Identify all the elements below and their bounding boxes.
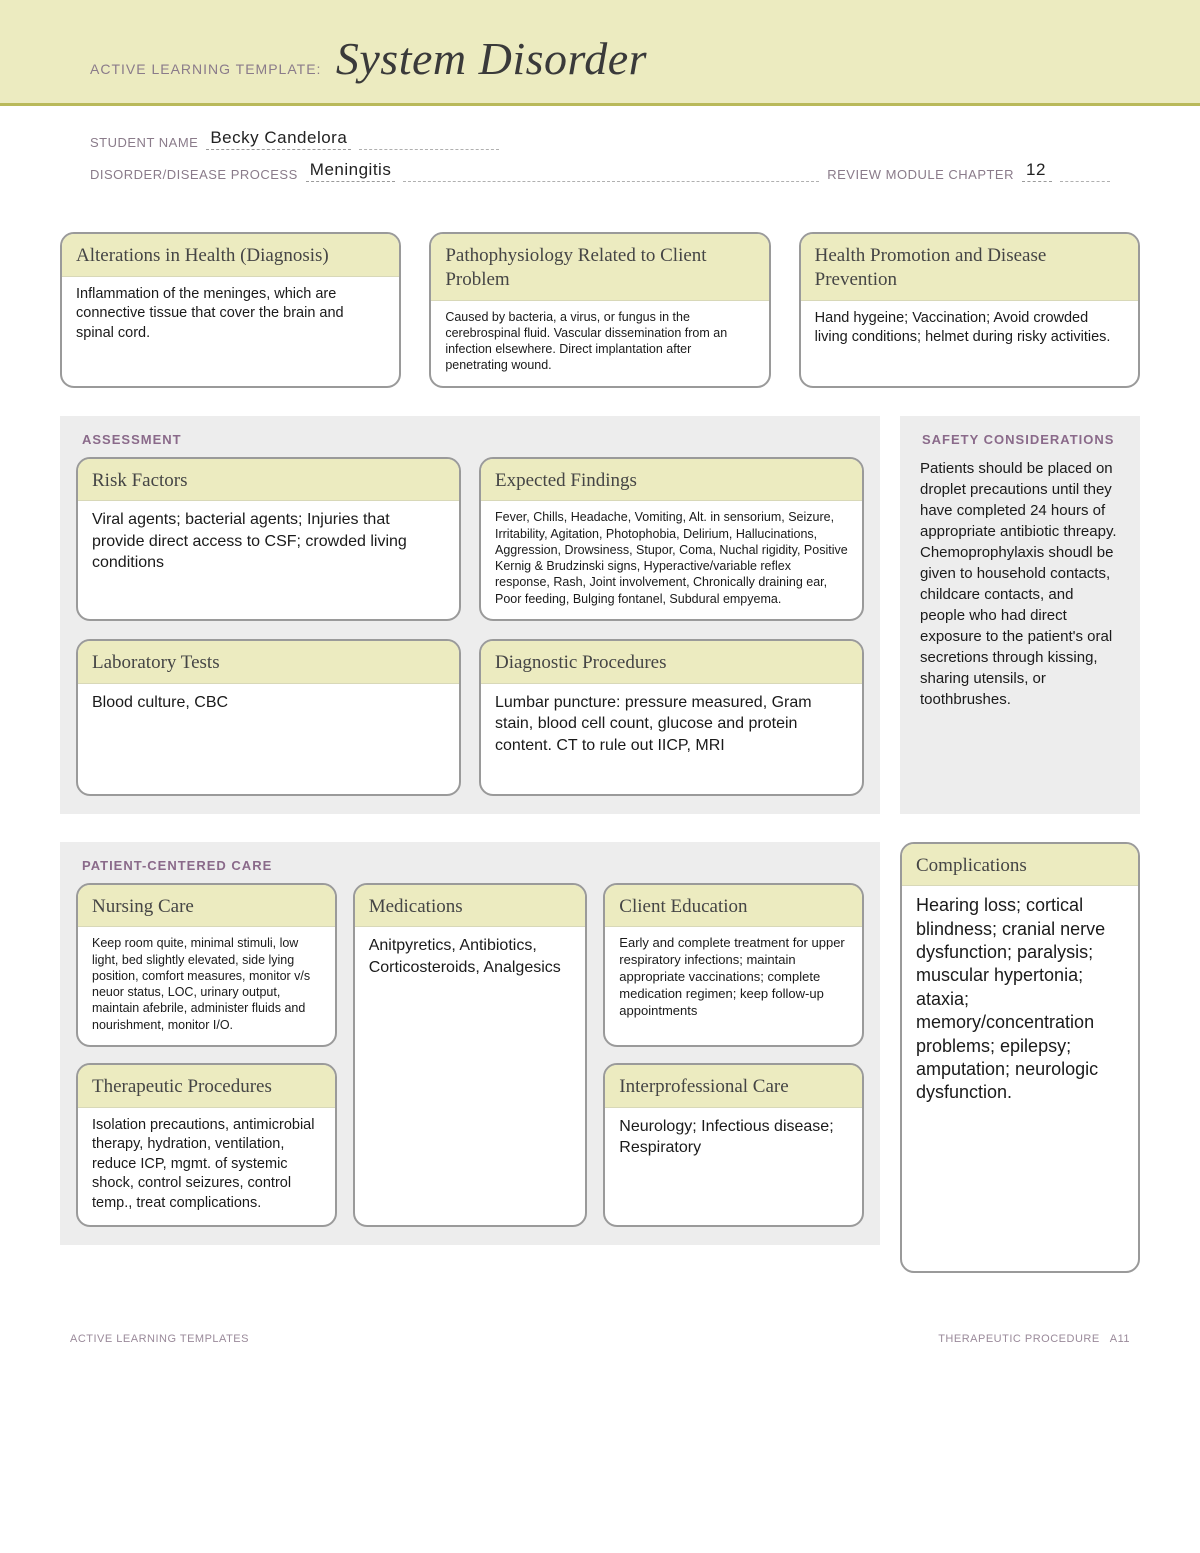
card-title: Diagnostic Procedures (481, 641, 862, 684)
underline-spacer (359, 137, 499, 150)
underline-spacer (403, 169, 819, 182)
card-body: Anitpyretics, Antibiotics, Corticosteroi… (355, 927, 586, 1225)
meta-block: STUDENT NAME Becky Candelora DISORDER/DI… (0, 106, 1200, 202)
card-body: Neurology; Infectious disease; Respirato… (605, 1108, 862, 1226)
section-title: SAFETY CONSIDERATIONS (922, 432, 1124, 449)
card-title: Laboratory Tests (78, 641, 459, 684)
card-body: Blood culture, CBC (78, 684, 459, 794)
interprofessional-card: Interprofessional Care Neurology; Infect… (603, 1063, 864, 1228)
assessment-safety-row: ASSESSMENT Risk Factors Viral agents; ba… (60, 416, 1140, 842)
card-title: Medications (355, 885, 586, 928)
card-title: Client Education (605, 885, 862, 928)
card-title: Interprofessional Care (605, 1065, 862, 1108)
footer-left: ACTIVE LEARNING TEMPLATES (70, 1333, 249, 1345)
student-row: STUDENT NAME Becky Candelora (90, 128, 1110, 150)
student-value: Becky Candelora (206, 128, 351, 150)
page-title: System Disorder (336, 33, 647, 84)
card-body: Isolation precautions, antimicrobial the… (78, 1108, 335, 1226)
patho-card: Pathophysiology Related to Client Proble… (429, 232, 770, 388)
pcc-section: PATIENT-CENTERED CARE Nursing Care Keep … (60, 842, 880, 1246)
assessment-grid: Risk Factors Viral agents; bacterial age… (76, 457, 864, 796)
page: ACTIVE LEARNING TEMPLATE: System Disorde… (0, 0, 1200, 1375)
chapter-value: 12 (1022, 160, 1052, 182)
lab-tests-card: Laboratory Tests Blood culture, CBC (76, 639, 461, 796)
card-title: Expected Findings (481, 459, 862, 502)
content-area: Alterations in Health (Diagnosis) Inflam… (0, 202, 1200, 1293)
client-education-card: Client Education Early and complete trea… (603, 883, 864, 1047)
underline-spacer (1060, 169, 1110, 182)
top-row: Alterations in Health (Diagnosis) Inflam… (60, 232, 1140, 388)
header-band: ACTIVE LEARNING TEMPLATE: System Disorde… (0, 0, 1200, 106)
card-title: Health Promotion and Disease Prevention (801, 234, 1138, 301)
pcc-grid: Nursing Care Keep room quite, minimal st… (76, 883, 864, 1228)
card-title: Pathophysiology Related to Client Proble… (431, 234, 768, 301)
pcc-complications-row: PATIENT-CENTERED CARE Nursing Care Keep … (60, 842, 1140, 1274)
card-body: Inflammation of the meninges, which are … (62, 277, 399, 386)
safety-section: SAFETY CONSIDERATIONS Patients should be… (900, 416, 1140, 814)
section-title: PATIENT-CENTERED CARE (82, 858, 864, 873)
section-title: ASSESSMENT (82, 432, 864, 447)
therapeutic-card: Therapeutic Procedures Isolation precaut… (76, 1063, 337, 1228)
footer-page-number: A11 (1110, 1333, 1130, 1345)
alterations-card: Alterations in Health (Diagnosis) Inflam… (60, 232, 401, 388)
card-body: Hand hygeine; Vaccination; Avoid crowded… (801, 301, 1138, 386)
footer-right-label: THERAPEUTIC PROCEDURE (938, 1333, 1099, 1345)
disorder-label: DISORDER/DISEASE PROCESS (90, 167, 298, 182)
risk-factors-card: Risk Factors Viral agents; bacterial age… (76, 457, 461, 621)
card-title: Nursing Care (78, 885, 335, 928)
card-title: Alterations in Health (Diagnosis) (62, 234, 399, 277)
disorder-row: DISORDER/DISEASE PROCESS Meningitis REVI… (90, 160, 1110, 182)
card-title: Risk Factors (78, 459, 459, 502)
expected-findings-card: Expected Findings Fever, Chills, Headach… (479, 457, 864, 621)
nursing-care-card: Nursing Care Keep room quite, minimal st… (76, 883, 337, 1047)
footer: ACTIVE LEARNING TEMPLATES THERAPEUTIC PR… (0, 1293, 1200, 1375)
card-title: Complications (902, 844, 1138, 887)
assessment-section: ASSESSMENT Risk Factors Viral agents; ba… (60, 416, 880, 814)
diagnostic-card: Diagnostic Procedures Lumbar puncture: p… (479, 639, 864, 796)
card-body: Viral agents; bacterial agents; Injuries… (78, 501, 459, 619)
student-label: STUDENT NAME (90, 135, 198, 150)
safety-body: Patients should be placed on droplet pre… (916, 458, 1124, 710)
header-prefix: ACTIVE LEARNING TEMPLATE: (90, 61, 321, 77)
chapter-label: REVIEW MODULE CHAPTER (827, 167, 1014, 182)
complications-card: Complications Hearing loss; cortical bli… (900, 842, 1140, 1274)
disorder-value: Meningitis (306, 160, 396, 182)
card-body: Caused by bacteria, a virus, or fungus i… (431, 301, 768, 386)
card-body: Hearing loss; cortical blindness; crania… (902, 886, 1138, 1271)
card-body: Keep room quite, minimal stimuli, low li… (78, 927, 335, 1045)
card-body: Early and complete treatment for upper r… (605, 927, 862, 1045)
health-promo-card: Health Promotion and Disease Prevention … (799, 232, 1140, 388)
footer-right: THERAPEUTIC PROCEDURE A11 (938, 1333, 1130, 1345)
card-body: Lumbar puncture: pressure measured, Gram… (481, 684, 862, 794)
card-title: Therapeutic Procedures (78, 1065, 335, 1108)
card-body: Fever, Chills, Headache, Vomiting, Alt. … (481, 501, 862, 619)
medications-card: Medications Anitpyretics, Antibiotics, C… (353, 883, 588, 1228)
